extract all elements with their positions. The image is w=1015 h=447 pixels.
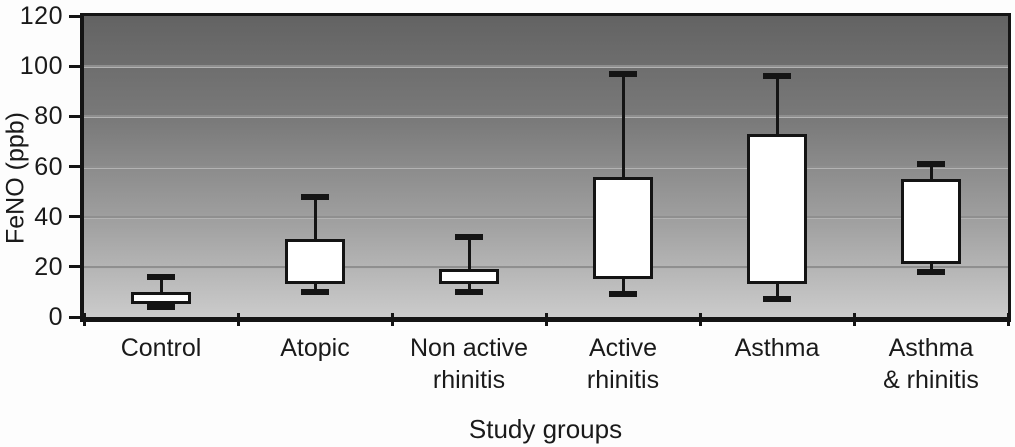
x-axis-category-label: Control: [84, 332, 238, 364]
x-axis-tick: [82, 313, 86, 326]
box: [285, 239, 345, 285]
box: [131, 291, 191, 305]
x-axis-category-label-line: rhinitis: [432, 366, 506, 394]
y-axis-tick-label: 80: [34, 102, 63, 131]
y-axis-tick: [69, 265, 81, 269]
x-axis-category-label: Atopic: [238, 332, 392, 364]
whisker-cap-min: [455, 288, 483, 295]
x-axis-category-label: Non active rhinitis: [392, 332, 546, 396]
box: [747, 133, 807, 285]
x-axis-tick: [1006, 313, 1010, 326]
x-axis-category-label: Asthma & rhinitis: [854, 332, 1008, 396]
y-axis-tick-label: 40: [34, 202, 63, 231]
whisker-cap-min: [763, 296, 791, 303]
whisker-cap-max: [609, 70, 637, 77]
x-axis-category-label-line: Atopic: [280, 334, 350, 362]
plot-area: [80, 13, 1011, 322]
x-axis-category-label-line: Non active: [409, 334, 529, 362]
whisker-cap-min: [301, 288, 329, 295]
y-axis-tick-label: 100: [19, 52, 63, 81]
y-axis-tick-label: 120: [19, 2, 63, 30]
box: [439, 269, 499, 285]
x-axis-category-label-line: & rhinitis: [883, 366, 979, 394]
x-axis-category-label-line: Active: [588, 334, 658, 362]
whisker-cap-max: [147, 273, 175, 280]
x-axis-category-label-line: Asthma: [734, 334, 820, 362]
x-axis-category-label: Asthma: [700, 332, 854, 364]
y-axis-tick: [69, 14, 81, 18]
x-axis-category-label-line: Asthma: [888, 334, 974, 362]
gridline: [84, 215, 1008, 219]
y-axis-tick: [69, 114, 81, 118]
x-axis-tick: [390, 313, 394, 326]
gridline: [84, 65, 1008, 69]
x-axis-tick: [236, 313, 240, 326]
y-axis-tick: [69, 64, 81, 68]
gridline: [84, 165, 1008, 169]
whisker-cap-min: [917, 268, 945, 275]
x-axis-tick: [852, 313, 856, 326]
whisker-cap-min: [147, 303, 175, 310]
y-axis-tick: [69, 315, 81, 319]
x-axis-title: Study groups: [468, 414, 623, 444]
y-axis-tick-label: 0: [48, 303, 63, 331]
gridline: [84, 115, 1008, 119]
x-axis-category-label-line: Control: [120, 334, 202, 362]
gridline: [84, 265, 1008, 269]
x-axis-category-label: Active rhinitis: [546, 332, 700, 396]
box: [901, 179, 961, 265]
x-axis-tick: [544, 313, 548, 326]
y-axis-tick: [69, 165, 81, 168]
x-axis-category-label-line: rhinitis: [586, 366, 660, 394]
whisker-cap-max: [455, 233, 483, 240]
y-axis-tick-label: 60: [34, 152, 63, 181]
whisker-line: [467, 236, 471, 292]
whisker-cap-min: [609, 291, 637, 298]
box: [593, 176, 653, 280]
x-axis-tick: [698, 313, 702, 326]
y-axis-tick-label: 20: [34, 252, 63, 281]
whisker-cap-max: [917, 160, 945, 167]
whisker-cap-max: [763, 73, 791, 80]
y-axis-tick: [69, 215, 81, 219]
whisker-cap-max: [301, 193, 329, 200]
